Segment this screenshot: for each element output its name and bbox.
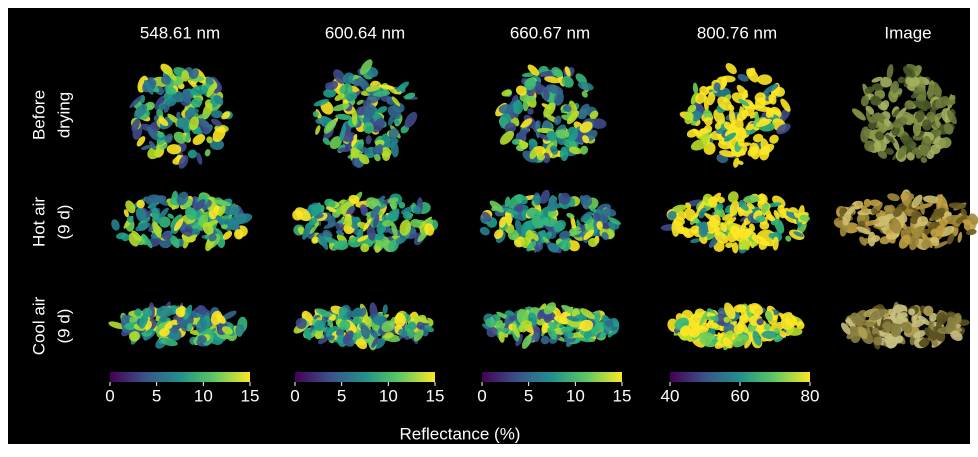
colorbar-tick-label: 0 bbox=[105, 386, 114, 405]
colorbar-tick-label: 10 bbox=[194, 386, 213, 405]
colorbar-tick-label: 5 bbox=[524, 386, 533, 405]
colorbar bbox=[295, 372, 435, 382]
column-header: 660.67 nm bbox=[510, 23, 590, 42]
colorbar-tick-label: 10 bbox=[379, 386, 398, 405]
sample-pixel bbox=[315, 118, 326, 124]
sample-pixel bbox=[323, 89, 336, 98]
row-label: (9 d) bbox=[54, 309, 73, 344]
colorbar-tick-label: 0 bbox=[477, 386, 486, 405]
colorbar-tick-label: 80 bbox=[801, 386, 820, 405]
row-label: Cool air bbox=[29, 296, 48, 355]
colorbar-tick-label: 40 bbox=[661, 386, 680, 405]
colorbar-label: Reflectance (%) bbox=[400, 424, 521, 443]
colorbar bbox=[670, 372, 810, 382]
colorbar-tick-label: 15 bbox=[241, 386, 260, 405]
sample-pixel bbox=[757, 74, 772, 85]
column-header: 600.64 nm bbox=[325, 23, 405, 42]
colorbar-tick-label: 10 bbox=[566, 386, 585, 405]
row-label: Before bbox=[29, 90, 48, 140]
colorbar-tick-label: 5 bbox=[152, 386, 161, 405]
column-header: 800.76 nm bbox=[697, 23, 777, 42]
sample-pixel bbox=[672, 219, 680, 237]
colorbar-tick-label: 0 bbox=[290, 386, 299, 405]
colorbar-tick-label: 60 bbox=[731, 386, 750, 405]
column-header: 548.61 nm bbox=[140, 23, 220, 42]
row-label: Hot air bbox=[29, 197, 48, 247]
colorbar-tick-label: 15 bbox=[426, 386, 445, 405]
row-label: (9 d) bbox=[54, 205, 73, 240]
colorbar-tick-label: 15 bbox=[613, 386, 632, 405]
figure: 548.61 nm 600.64 nm 660.67 nm 800.76 nm Imag… bbox=[0, 0, 978, 452]
colorbar bbox=[482, 372, 622, 382]
column-header: Image bbox=[884, 23, 931, 42]
colorbar-tick-label: 5 bbox=[337, 386, 346, 405]
colorbar bbox=[110, 372, 250, 382]
row-label: drying bbox=[54, 92, 73, 138]
page: 548.61 nm 600.64 nm 660.67 nm 800.76 nm Imag… bbox=[0, 0, 978, 457]
